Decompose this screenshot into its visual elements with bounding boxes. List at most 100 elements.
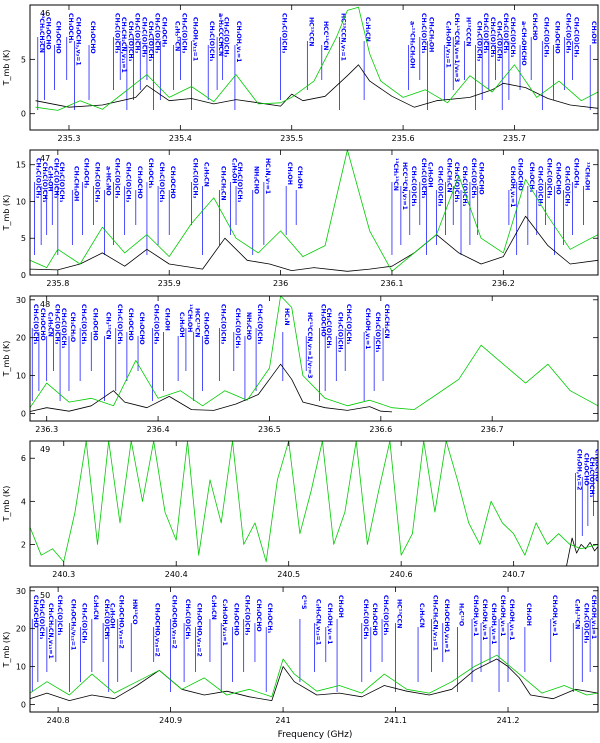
line-label: CH₃OCHO [89,21,96,54]
model-spectrum [30,150,598,272]
line-label: C₂H₅CN [92,595,99,620]
line-label: CH₃C(O)CH₃ [52,158,59,199]
line-label: HCC¹³CN [194,308,201,337]
line-label: CH₃OCHO [44,17,51,50]
line-label: CH₃C(O)CH₃ [223,17,230,58]
x-axis-label: Frequency (GHz) [278,730,353,740]
plot-area: CH₃OCHO CH₃C(O)CH₃ CH₃CH₂CN,v₁₃=1 CH₃C(O)CH… [30,595,598,701]
line-label: CH₃C(O)CH₃ [410,166,417,207]
line-label: CH₃CH₂CN,v₁₃=1 [47,603,54,659]
line-label: CH₃CH₃OH [72,166,79,201]
line-label: CH₃OCH₃ [528,162,535,192]
line-label: CH₃OH [296,166,303,189]
line-label: NH₂CHO [245,312,252,340]
line-label: a-HC₃NO [105,166,112,196]
y-tick-label: 5 [21,55,26,64]
y-axis-label: T_mb (K) [2,632,11,669]
x-tick-label: 236.5 [258,425,281,434]
line-label: CH₃OCHO [136,166,143,199]
line-label: C₂H₅CN [47,312,54,337]
panels: ¹³CH₃CH₂CN CH₃OCHO CH₃OCHO CH₃OCH₃ CH₃OCH₃,v… [2,4,599,725]
observed-spectrum [566,537,598,566]
plot-area: ¹³CH₃CH₂CN CH₃OCHO CH₃OCHO CH₃OCH₃ CH₃OCH₃,v… [35,6,598,111]
line-label: CH₃C(O)CH₃ [114,158,121,199]
line-label: CH₃C(O)CH₃ [537,166,544,207]
line-label: CH₃C(O)CH₃ [470,158,477,199]
line-label: CH₃OCHO,v₁₈=2 [118,595,125,649]
line-label: CH₃C(O)CH₃ [582,603,589,644]
line-label: CH₃C(O)CH₃ [158,162,165,203]
line-label: H₂C¹³O [457,603,464,626]
line-label: CH₃C(O)CH₃ [382,595,389,636]
line-label: CH₃OCHO [517,158,524,191]
y-tick-label: 0 [21,700,26,709]
line-label: CH₃OCH₃ [266,603,273,633]
line-label: CH₃OCHO [203,312,210,345]
line-label: C₂H₅OH [426,162,433,188]
observed-spectrum [30,658,598,701]
x-tick-label: 236.3 [35,425,58,434]
line-label: CH₃OCHO [255,599,262,632]
line-label: CH₃OCHO,v₁₈=2 [171,595,178,649]
line-label: CH₃C(O)CH₃ [256,304,263,345]
line-label: CH₃C(O)CH₃ [362,599,369,640]
line-label: CH₃OCHO [320,304,327,337]
panel-46: ¹³CH₃CH₂CN CH₃OCHO CH₃OCHO CH₃OCH₃ CH₃OCH₃,v… [2,4,599,143]
line-label: C₂H₅CN [364,17,371,42]
line-label: CH₃C(O)CH₃ [475,21,482,62]
line-label: ¹³CH₃OH [186,304,193,332]
line-label: a-H₂CCCHCN [217,13,224,56]
line-label: CH₃OH,v₁=1 [509,166,516,207]
line-label: CH₃C(O)CH₃ [147,21,154,62]
y-tick-label: 0 [21,409,26,418]
line-label: CH₃OCHO [478,162,485,195]
line-label: CH₃C(O)CH₃ [127,21,134,62]
line-label: CH₃C(O)CH₃ [244,595,251,636]
model-spectrum [30,296,598,411]
line-label: HC¹³CCN,v₇=1 [340,13,347,61]
line-label: CH₃OCH₃ [147,158,154,188]
observed-spectrum [30,215,598,272]
y-tick-label: 10 [16,197,26,206]
line-label: CH₃C(O)CH₃ [180,13,187,54]
line-label: HC₃N,v₇=1 [264,158,271,194]
x-tick-label: 235.8 [46,279,69,288]
line-label: CH₃OCHO,v₁₈=1 [443,599,450,653]
line-label: CH₃C(O)CH₃ [32,304,39,345]
y-tick-label: 6 [21,454,26,463]
line-label: CH₃C(O)CH₃ [374,312,381,353]
y-tick-label: 20 [16,334,26,343]
line-label: C₂H₅CN [203,162,210,187]
line-label: C₂H₅CN,v₁₃=1 [315,599,322,645]
y-axis-label: T_mb (K) [2,341,11,378]
line-label: C₂H₅CN [210,595,217,620]
x-tick-label: 240.9 [159,716,182,725]
line-label: CH₃OH,v₁=1 [472,595,479,636]
line-label: HC¹³CCN,v₇=1/v₇=3 [306,312,313,378]
line-label: CH₃OCHO [32,595,39,628]
line-label: CH₃C(O)CH₃ [509,17,516,58]
x-tick-label: 235.4 [169,134,192,143]
line-label: CH₃C(O)CH₃ [154,13,161,54]
line-label: CH₃OH,v₁=1 [508,599,515,640]
line-label: HC₃N [283,308,290,326]
line-label: CH₃OH [590,21,597,44]
line-label: C₂H₅OH,v₁₃=1 [221,599,228,646]
line-label: CH₃OH,v₁=1 [235,21,242,62]
line-label: CH₃OCHO [138,312,145,345]
line-label: CH₃OH [525,603,532,626]
y-axis-label: T_mb (K) [2,486,11,523]
x-tick-label: 241 [275,716,290,725]
line-label: CH₃OH,v₁=1 [481,599,488,640]
line-label: CH₃C(O)CH₃ [125,162,132,203]
line-label: a-CH₂OHCHO [520,21,527,66]
line-label: CH₃OH,v₁=1 [326,603,333,644]
observed-spectrum [30,363,393,413]
line-label: CH₃C(O)CH₃ [114,13,121,54]
panel-number: 48 [40,300,50,309]
line-label: CH₃C(O)CH₃ [81,603,88,644]
line-label: CH₃C(O)CH₃ [420,13,427,54]
x-tick-label: 240.3 [52,570,75,579]
x-tick-label: 236.7 [481,425,504,434]
x-tick-label: 236.2 [492,279,515,288]
